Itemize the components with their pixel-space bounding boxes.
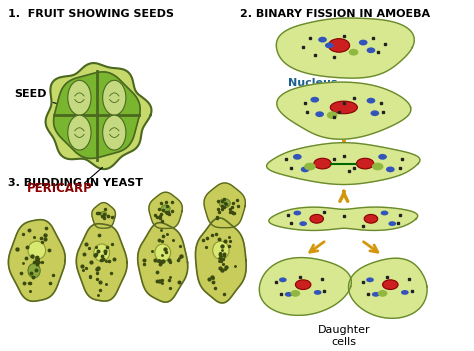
Ellipse shape: [295, 280, 311, 290]
Ellipse shape: [328, 39, 350, 52]
Ellipse shape: [325, 42, 334, 48]
Polygon shape: [54, 72, 140, 158]
Ellipse shape: [364, 214, 378, 223]
Ellipse shape: [349, 49, 358, 55]
Ellipse shape: [330, 101, 357, 114]
Ellipse shape: [68, 80, 91, 115]
Ellipse shape: [68, 115, 91, 150]
Ellipse shape: [293, 154, 301, 160]
Ellipse shape: [372, 292, 380, 297]
Ellipse shape: [359, 40, 367, 45]
Ellipse shape: [161, 205, 170, 212]
Polygon shape: [277, 82, 411, 139]
Ellipse shape: [314, 158, 331, 169]
Ellipse shape: [103, 80, 126, 115]
Ellipse shape: [310, 97, 319, 102]
Ellipse shape: [401, 290, 409, 295]
Ellipse shape: [285, 292, 292, 297]
Text: Daughter
cells: Daughter cells: [318, 325, 370, 347]
Ellipse shape: [356, 158, 374, 169]
Polygon shape: [92, 203, 116, 228]
Ellipse shape: [318, 37, 327, 42]
Ellipse shape: [310, 214, 323, 223]
Polygon shape: [204, 183, 246, 228]
Polygon shape: [267, 143, 420, 185]
Ellipse shape: [103, 115, 126, 150]
Ellipse shape: [327, 111, 337, 119]
Ellipse shape: [386, 166, 395, 172]
Ellipse shape: [304, 163, 316, 170]
Polygon shape: [149, 192, 182, 229]
Ellipse shape: [381, 211, 388, 216]
Ellipse shape: [366, 98, 375, 104]
Text: 3. BUDDING IN YEAST: 3. BUDDING IN YEAST: [8, 178, 143, 188]
Polygon shape: [269, 207, 418, 231]
Polygon shape: [276, 18, 414, 78]
Ellipse shape: [213, 241, 229, 259]
Ellipse shape: [155, 244, 171, 261]
Text: PERICARP: PERICARP: [27, 182, 93, 195]
Ellipse shape: [94, 244, 109, 261]
Polygon shape: [259, 258, 351, 315]
Ellipse shape: [315, 111, 324, 117]
Ellipse shape: [372, 163, 383, 170]
Ellipse shape: [28, 264, 40, 278]
Text: 1.  FRUIT SHOWING SEEDS: 1. FRUIT SHOWING SEEDS: [8, 9, 174, 19]
Ellipse shape: [279, 277, 287, 282]
Ellipse shape: [378, 290, 387, 297]
Ellipse shape: [314, 290, 321, 295]
Ellipse shape: [388, 221, 396, 226]
Ellipse shape: [301, 166, 310, 172]
Ellipse shape: [293, 211, 301, 216]
Polygon shape: [46, 63, 152, 169]
Polygon shape: [9, 220, 65, 301]
Ellipse shape: [366, 277, 374, 282]
Polygon shape: [348, 258, 427, 318]
Ellipse shape: [366, 47, 375, 53]
Polygon shape: [76, 224, 127, 301]
Text: Nucleus: Nucleus: [288, 78, 337, 88]
Ellipse shape: [100, 212, 107, 217]
Polygon shape: [137, 223, 188, 302]
Ellipse shape: [383, 280, 398, 290]
Ellipse shape: [219, 199, 230, 208]
Text: 2. BINARY FISSION IN AMOEBA: 2. BINARY FISSION IN AMOEBA: [240, 9, 430, 19]
Ellipse shape: [378, 154, 387, 160]
Polygon shape: [195, 218, 246, 303]
Ellipse shape: [299, 221, 307, 226]
Text: SEED: SEED: [15, 89, 47, 99]
Ellipse shape: [371, 110, 379, 116]
Ellipse shape: [28, 241, 46, 259]
Ellipse shape: [291, 290, 300, 297]
